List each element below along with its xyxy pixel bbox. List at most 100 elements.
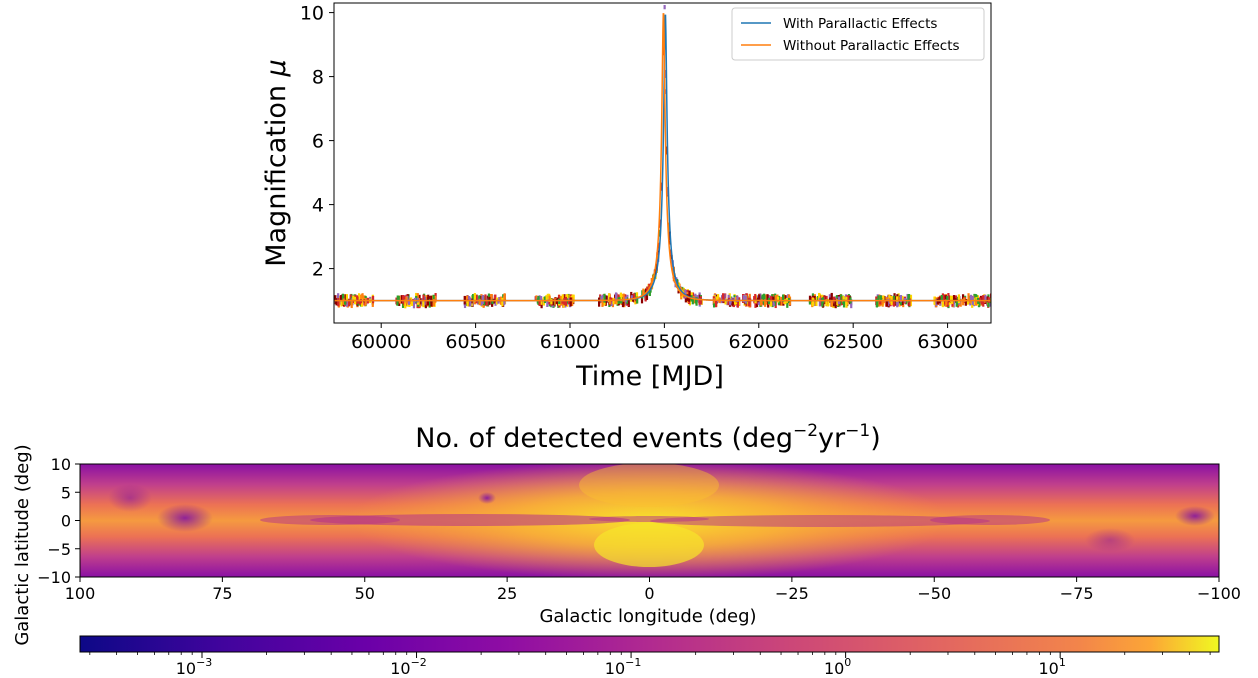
observation-point (471, 294, 475, 301)
observation-point (615, 292, 618, 301)
observation-point (684, 289, 687, 299)
observation-point (715, 296, 719, 301)
observation-point (484, 294, 487, 303)
legend-label-without-parallax: Without Parallactic Effects (783, 38, 960, 54)
observation-point (875, 298, 879, 308)
plot-frame (333, 2, 992, 324)
observation-point (551, 299, 555, 306)
observation-point (766, 294, 769, 302)
observation-point (622, 293, 625, 302)
observation-point (345, 294, 349, 303)
observation-point (503, 295, 506, 302)
observation-point (723, 293, 726, 301)
observation-point (416, 293, 419, 302)
observation-point (845, 299, 848, 308)
observation-point (967, 293, 970, 303)
observation-point (830, 300, 833, 308)
observation-point (776, 296, 780, 303)
observation-point (944, 295, 947, 302)
observation-point (430, 295, 433, 303)
observation-point (561, 299, 564, 304)
observation-point (420, 298, 423, 305)
colorbar-tick-label: 100 (824, 656, 851, 678)
observation-point (820, 295, 823, 300)
observation-point (483, 299, 486, 306)
observation-point (343, 300, 347, 305)
heatmap-x-tick-label: −100 (1197, 584, 1241, 603)
observation-point (808, 299, 812, 305)
observation-point (936, 298, 939, 305)
observation-point (892, 300, 895, 307)
heatmap-y-tick-label: 10 (51, 455, 71, 474)
observation-point (337, 293, 340, 302)
observation-point (371, 295, 375, 304)
observation-point (734, 299, 737, 305)
observation-point (754, 300, 757, 308)
observation-point (352, 295, 355, 300)
heatmap-x-tick-label: −75 (1060, 584, 1094, 603)
observation-point (786, 299, 789, 308)
observation-point (412, 299, 416, 309)
observation-point (941, 295, 945, 303)
observation-point (842, 295, 845, 303)
sky-map-title: No. of detected events (deg−2yr−1) (415, 421, 880, 454)
observation-point (877, 295, 880, 303)
observation-point (607, 293, 611, 302)
observation-point (896, 299, 899, 308)
observation-point (972, 298, 976, 306)
observation-point (404, 299, 407, 309)
observation-point (946, 296, 949, 301)
observation-point (600, 295, 603, 302)
observation-point (348, 298, 351, 307)
observation-point (764, 294, 767, 304)
observation-point (614, 299, 617, 305)
observation-point (818, 292, 821, 302)
observation-point (668, 240, 671, 245)
observation-point (655, 259, 659, 265)
observation-point (601, 299, 604, 307)
observation-point (564, 296, 568, 306)
observation-point (563, 297, 566, 306)
observation-point (610, 301, 613, 307)
observation-point (635, 292, 639, 301)
heatmap-y-axis-label: Galactic latitude (deg) (12, 444, 33, 645)
heatmap-x-ticks: 100 75 50 25 0 −25 −50 −75 −100 (65, 577, 1241, 603)
observation-point (612, 297, 615, 305)
observation-point (975, 297, 978, 302)
observation-point (726, 298, 729, 306)
observation-point (847, 295, 850, 303)
observation-point (428, 299, 431, 308)
observation-point (963, 297, 966, 303)
observation-point (648, 283, 651, 289)
observation-point (761, 295, 764, 303)
observation-point (501, 297, 504, 307)
observation-point (664, 45, 667, 50)
observation-point (434, 296, 437, 303)
observation-point (345, 299, 348, 307)
observation-point (818, 297, 821, 307)
observation-point (695, 297, 698, 306)
x-tick-label: 61500 (634, 331, 694, 353)
observation-point (432, 298, 435, 307)
observation-point (969, 294, 973, 301)
light-curve-panel: 60000 60500 61000 61500 62000 62500 63000 2 4 6 8… (261, 2, 992, 392)
observation-point (892, 295, 895, 304)
observation-point (397, 295, 400, 300)
observation-point (340, 301, 343, 307)
colorbar-tick-label: 10−1 (605, 656, 642, 678)
observation-point (758, 294, 761, 301)
observation-point (879, 300, 882, 305)
observation-point (466, 300, 469, 307)
observation-point (808, 295, 812, 304)
observation-point (485, 301, 488, 306)
observation-point (984, 294, 987, 301)
observation-point (663, 5, 666, 10)
x-tick-label: 61000 (540, 331, 600, 353)
observation-point (559, 296, 563, 303)
observation-point (475, 294, 478, 304)
observation-point (572, 294, 575, 303)
observation-point (908, 298, 911, 307)
observation-point (468, 297, 471, 302)
observation-point (724, 298, 727, 305)
